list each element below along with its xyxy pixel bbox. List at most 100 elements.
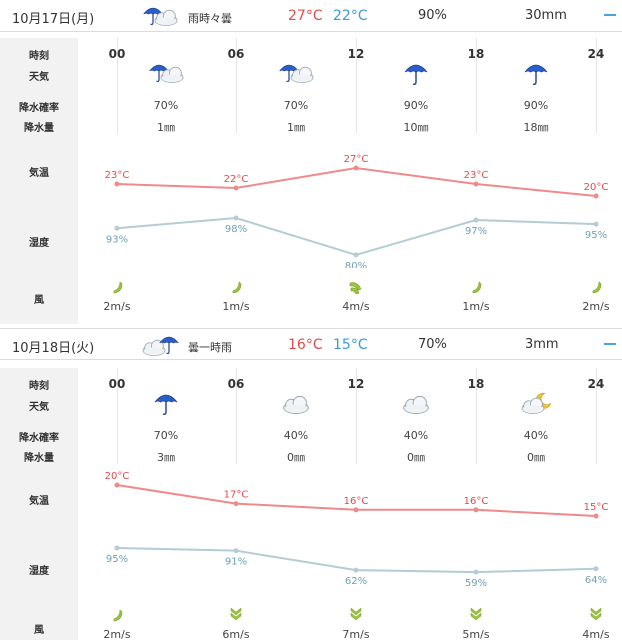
precip-amount-cell: 18㎜ — [523, 121, 549, 134]
row-label-column: 時刻 天気 降水確率 降水量 気温 湿度風 — [0, 368, 78, 640]
precip-prob-cell: 90% — [403, 99, 429, 112]
umbrella-icon — [516, 60, 556, 86]
humidity-data-label: 91% — [225, 557, 247, 568]
time-cell: 06 — [227, 377, 245, 391]
wind-strong-icon — [468, 606, 484, 622]
wind-speed-cell: 2m/s — [103, 300, 131, 313]
collapse-toggle-icon[interactable] — [604, 14, 616, 16]
humidity-data-label: 93% — [106, 234, 128, 245]
wind-speed-cell: 4m/s — [342, 300, 370, 313]
humidity-point — [114, 225, 120, 231]
column-divider — [117, 368, 118, 464]
collapse-toggle-icon[interactable] — [604, 343, 616, 345]
precip-prob-cell: 90% — [523, 99, 549, 112]
hourly-forecast-2: 時刻 天気 降水確率 降水量 気温 湿度風 00 06 12 18 24 70% 3㎜ 40% 0㎜ 4… — [0, 368, 622, 640]
humidity-point — [593, 566, 599, 572]
temp-data-label: 20°C — [105, 471, 130, 482]
temp-data-label: 23°C — [464, 170, 489, 181]
precip-prob-cell: 70% — [153, 99, 179, 112]
humidity-data-label: 95% — [106, 554, 128, 565]
wind-light-icon — [109, 606, 125, 622]
humidity-point — [593, 221, 599, 227]
precip-amount-cell: 1㎜ — [157, 121, 175, 134]
day-header-1[interactable]: 10月17日(月) 雨時々曇 27°C 22°C 90% 30mm — [0, 0, 622, 32]
day-weather: 雨時々曇 — [188, 12, 232, 25]
precip-amount-cell: 0㎜ — [407, 451, 425, 464]
day-date: 10月18日(火) — [12, 341, 95, 356]
humidity-point — [353, 252, 359, 258]
wind-speed-cell: 1m/s — [462, 300, 490, 313]
wind-speed-cell: 2m/s — [582, 300, 610, 313]
time-cell: 12 — [347, 47, 365, 61]
precip-amount-cell: 3㎜ — [157, 451, 175, 464]
humidity-label: 湿度 — [29, 238, 49, 249]
humidity-point — [473, 569, 479, 575]
precip-prob-cell: 70% — [153, 429, 179, 442]
day-header-2[interactable]: 10月18日(火) 曇一時雨 16°C 15°C 70% 3mm — [0, 328, 622, 360]
temp-point — [593, 193, 599, 199]
time-label: 時刻 — [29, 381, 49, 392]
temp-data-label: 16°C — [464, 496, 489, 507]
wind-light-icon — [109, 278, 125, 294]
temp-data-label: 15°C — [584, 502, 609, 513]
column-divider — [596, 368, 597, 464]
row-label-column: 時刻 天気 降水確率 降水量 気温 湿度風 — [0, 38, 78, 324]
precip-prob-label: 降水確率 — [19, 103, 59, 114]
humidity-point — [353, 567, 359, 573]
time-cell: 18 — [467, 47, 485, 61]
humidity-data-label: 98% — [225, 224, 247, 235]
humidity-point — [233, 215, 239, 221]
precip-prob-label: 降水確率 — [19, 433, 59, 444]
min-temp: 15°C — [333, 337, 368, 353]
humidity-data-label: 95% — [585, 230, 607, 241]
column-divider — [596, 38, 597, 134]
precip-amount-cell: 1㎜ — [287, 121, 305, 134]
temp-point — [114, 482, 120, 488]
umbrella-icon — [146, 390, 186, 416]
column-divider — [476, 368, 477, 464]
min-temp: 22°C — [333, 8, 368, 24]
humidity-data-label: 64% — [585, 575, 607, 586]
temp-point — [473, 507, 479, 513]
precip-amount-cell: 10㎜ — [403, 121, 429, 134]
precip-amount-cell: 0㎜ — [527, 451, 545, 464]
temp-data-label: 27°C — [344, 154, 369, 165]
weather-label: 天気 — [29, 402, 49, 413]
temp-label: 気温 — [29, 168, 49, 179]
humidity-data-label: 80% — [345, 261, 367, 268]
precip-amount-cell: 0㎜ — [287, 451, 305, 464]
temp-humidity-chart: 23°C 22°C 27°C 23°C 20°C 93% 98% 80% 97% 95% — [105, 154, 609, 268]
wind-speed-cell: 4m/s — [582, 628, 610, 640]
cloud-rain-icon — [140, 332, 182, 358]
humidity-point — [114, 545, 120, 551]
humidity-data-label: 59% — [465, 578, 487, 589]
time-cell: 24 — [587, 377, 605, 391]
wind-moderate-icon — [348, 278, 364, 295]
cloud-moon-icon — [516, 390, 556, 416]
temp-point — [593, 513, 599, 519]
column-divider — [356, 368, 357, 464]
hourly-forecast-1: 時刻 天気 降水確率 降水量 気温 湿度風 00 06 12 18 24 70% 1㎜ 70% 1㎜ 9… — [0, 38, 622, 324]
max-temp: 27°C — [288, 8, 323, 24]
precip-amount-label: 降水量 — [24, 123, 54, 134]
time-cell: 24 — [587, 47, 605, 61]
temp-point — [353, 165, 359, 171]
time-label: 時刻 — [29, 51, 49, 62]
temp-data-label: 20°C — [584, 182, 609, 193]
temp-point — [353, 507, 359, 513]
wind-speed-cell: 6m/s — [222, 628, 250, 640]
wind-strong-icon — [588, 606, 604, 622]
wind-light-icon — [228, 278, 244, 294]
temp-point — [114, 181, 120, 187]
wind-speed-cell: 2m/s — [103, 628, 131, 640]
max-temp: 16°C — [288, 337, 323, 353]
wind-speed-cell: 1m/s — [222, 300, 250, 313]
humidity-data-label: 97% — [465, 226, 487, 237]
temp-data-label: 22°C — [224, 174, 249, 185]
umbrella-cloud-icon — [146, 60, 186, 86]
temp-point — [233, 185, 239, 191]
precip-prob-cell: 70% — [283, 99, 309, 112]
wind-speed-cell: 7m/s — [342, 628, 370, 640]
time-cell: 06 — [227, 47, 245, 61]
precip-prob-cell: 40% — [403, 429, 429, 442]
